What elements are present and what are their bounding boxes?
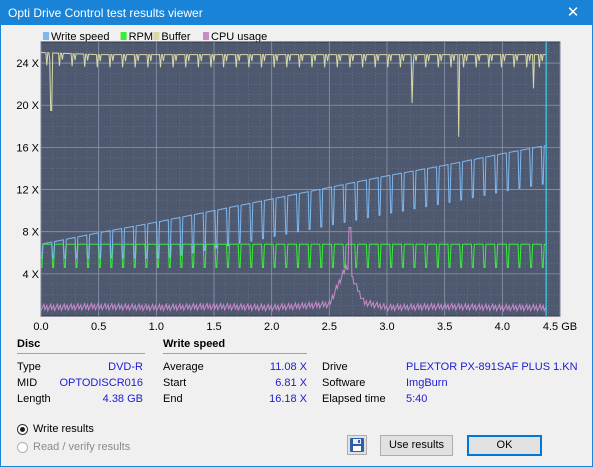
ok-button[interactable]: OK (467, 435, 542, 456)
mid-value: OPTODISCR016 (59, 377, 143, 389)
disc-divider (17, 353, 145, 354)
drive-value: PLEXTOR PX-891SAF PLUS 1.KN (406, 361, 578, 373)
software-value: ImgBurn (406, 377, 448, 389)
length-label: Length (17, 393, 51, 405)
rpm-series-line (41, 243, 547, 268)
x-tick-label: 2.5 (322, 321, 337, 333)
write-speed-divider (163, 353, 307, 354)
software-label: Software (322, 377, 366, 389)
start-label: Start (163, 377, 187, 389)
y-tick-label: 8 X (22, 227, 39, 239)
write-speed-heading: Write speed (163, 338, 226, 350)
legend-label: Buffer (161, 31, 190, 43)
bottom-bar: Write results Read / verify results Use … (1, 419, 592, 465)
elapsed-label: Elapsed time (322, 393, 386, 405)
use-results-button[interactable]: Use results (380, 435, 453, 456)
write-speed-series-line (41, 145, 547, 259)
x-tick-label: 4.0 (495, 321, 510, 333)
y-tick-label: 24 X (16, 58, 39, 70)
radio-selected-icon[interactable] (17, 423, 28, 435)
average-label: Average (163, 361, 204, 373)
x-tick-label: 3.0 (379, 321, 394, 333)
x-tick-label: 0.5 (91, 321, 106, 333)
legend-swatch (153, 32, 160, 40)
legend-swatch (203, 32, 209, 40)
y-tick-label: 16 X (16, 142, 39, 154)
title-bar: Opti Drive Control test results viewer ✕ (1, 1, 592, 25)
info-panel: Disc Type DVD-R MID OPTODISCR016 Length … (13, 336, 583, 416)
y-tick-label: 4 X (22, 269, 39, 281)
read-verify-radio: Read / verify results (17, 441, 130, 453)
radio-disabled-icon (17, 441, 28, 453)
close-icon[interactable]: ✕ (566, 4, 580, 21)
drive-label: Drive (322, 361, 348, 373)
legend-swatch (120, 32, 127, 40)
speed-chart: Write speed RPM Buffer CPU usage 0.0 0.5 1.0 1.… (16, 31, 577, 333)
floppy-disk-icon (350, 438, 364, 452)
write-results-radio[interactable]: Write results (17, 423, 94, 435)
x-tick-label: 3.5 (437, 321, 452, 333)
elapsed-value: 5:40 (406, 393, 428, 405)
window-title: Opti Drive Control test results viewer (8, 6, 203, 20)
end-value: 16.18 X (269, 393, 307, 405)
mid-label: MID (17, 377, 38, 389)
legend-swatch (43, 32, 49, 40)
type-value: DVD-R (108, 361, 143, 373)
read-verify-label: Read / verify results (33, 441, 131, 453)
length-value: 4.38 GB (102, 393, 143, 405)
end-label: End (163, 393, 183, 405)
write-results-label: Write results (33, 423, 94, 435)
legend-label: Write speed (51, 31, 110, 43)
x-tick-label: 4.5 GB (543, 321, 577, 333)
x-tick-label: 2.0 (264, 321, 279, 333)
cpu-usage-series-line (40, 227, 547, 313)
x-tick-label: 0.0 (33, 321, 48, 333)
x-tick-label: 1.5 (206, 321, 221, 333)
y-tick-label: 20 X (16, 100, 39, 112)
legend-label: CPU usage (211, 31, 267, 43)
x-tick-label: 1.0 (149, 321, 164, 333)
disc-heading: Disc (17, 338, 41, 350)
chart-area: Write speed RPM Buffer CPU usage 0.0 0.5 1.0 1.… (1, 26, 592, 336)
average-value: 11.08 X (269, 361, 307, 373)
y-tick-label: 12 X (16, 185, 39, 197)
buffer-series-line (40, 52, 547, 137)
type-label: Type (17, 361, 41, 373)
save-button[interactable] (347, 435, 367, 455)
start-value: 6.81 X (275, 377, 307, 389)
legend-label: RPM (129, 31, 153, 43)
